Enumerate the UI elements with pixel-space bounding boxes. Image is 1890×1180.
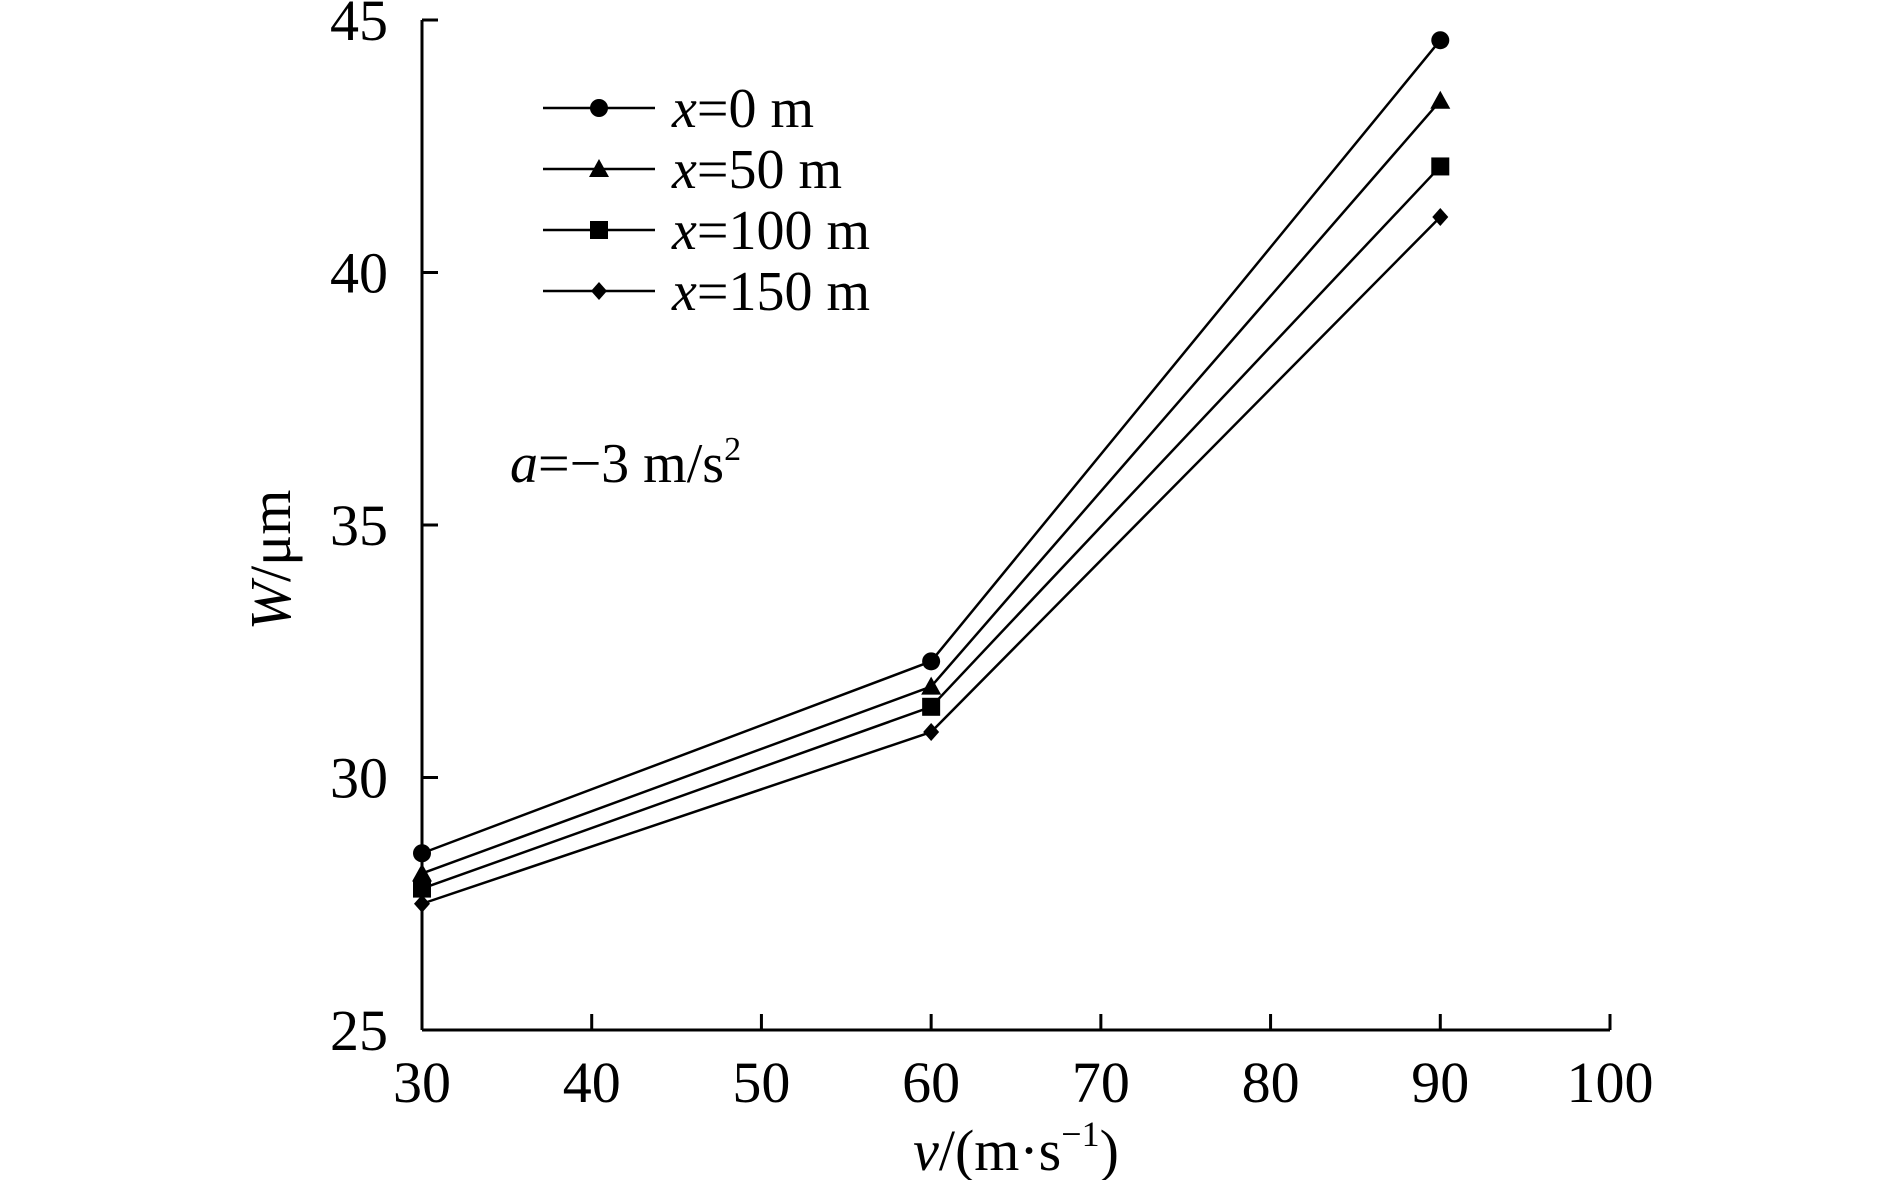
x-axis-title-post: ) — [1100, 1118, 1119, 1180]
x-tick-label: 80 — [1242, 1050, 1300, 1115]
data-point-2-2 — [1431, 157, 1450, 176]
legend-marker-2 — [590, 221, 608, 239]
x-tick-label: 60 — [902, 1050, 960, 1115]
legend-label-0: x=0 m — [671, 78, 814, 140]
data-point-1-2 — [1430, 90, 1451, 109]
x-axis-title: v/(m·s−1) — [913, 1114, 1119, 1180]
annotation: a=−3 m/s2 — [510, 431, 741, 495]
legend: x=0 mx=50 mx=100 mx=150 m — [543, 78, 870, 323]
x-axis-title-sup: −1 — [1061, 1114, 1099, 1154]
legend-label-var: x — [671, 78, 697, 140]
legend-marker-3 — [591, 282, 607, 300]
legend-marker-1 — [589, 159, 609, 177]
series-line-3 — [421, 216, 1442, 905]
x-tick-label: 90 — [1411, 1050, 1469, 1115]
data-point-2-0 — [413, 879, 431, 898]
data-point-3-0 — [414, 894, 430, 913]
x-axis-title-pre: /(m·s — [939, 1118, 1061, 1180]
x-tick-label: 100 — [1567, 1050, 1654, 1115]
annotation-rest: =−3 m/s — [538, 433, 724, 495]
data-point-0-0 — [413, 844, 431, 863]
data-point-0-1 — [922, 652, 941, 671]
data-point-1-1 — [921, 676, 942, 695]
y-axis-title-var: W — [238, 577, 303, 630]
annotation-var: a — [510, 433, 538, 495]
y-axis-title: W/μm — [238, 490, 303, 631]
data-point-0-2 — [1431, 31, 1450, 50]
legend-label-rest: =0 m — [697, 78, 814, 140]
legend-label-rest: =50 m — [697, 139, 842, 201]
x-tick-label: 70 — [1072, 1050, 1130, 1115]
y-tick-label: 30 — [330, 746, 388, 811]
annotation-sup: 2 — [724, 431, 741, 468]
y-tick-label: 45 — [330, 0, 388, 53]
x-tick-label: 40 — [563, 1050, 621, 1115]
legend-label-1: x=50 m — [671, 139, 842, 201]
y-axis-title-rest: /μm — [238, 490, 303, 582]
data-point-1-0 — [412, 863, 432, 882]
data-point-3-2 — [1432, 207, 1449, 226]
y-tick-label: 40 — [330, 241, 388, 306]
legend-label-var: x — [671, 139, 697, 201]
data-point-3-1 — [923, 723, 940, 742]
legend-marker-0 — [590, 99, 608, 117]
legend-label-rest: =100 m — [697, 200, 870, 262]
x-tick-label: 50 — [732, 1050, 790, 1115]
series-markers — [412, 31, 1451, 913]
legend-label-var: x — [671, 261, 697, 323]
data-point-2-1 — [922, 697, 941, 716]
legend-label-3: x=150 m — [671, 261, 870, 323]
y-tick-label: 35 — [330, 493, 388, 558]
legend-label-2: x=100 m — [671, 200, 870, 262]
x-tick-label: 30 — [393, 1050, 451, 1115]
legend-label-rest: =150 m — [697, 261, 870, 323]
x-axis-title-var: v — [913, 1118, 939, 1180]
legend-label-var: x — [671, 200, 697, 262]
y-tick-label: 25 — [330, 998, 388, 1063]
